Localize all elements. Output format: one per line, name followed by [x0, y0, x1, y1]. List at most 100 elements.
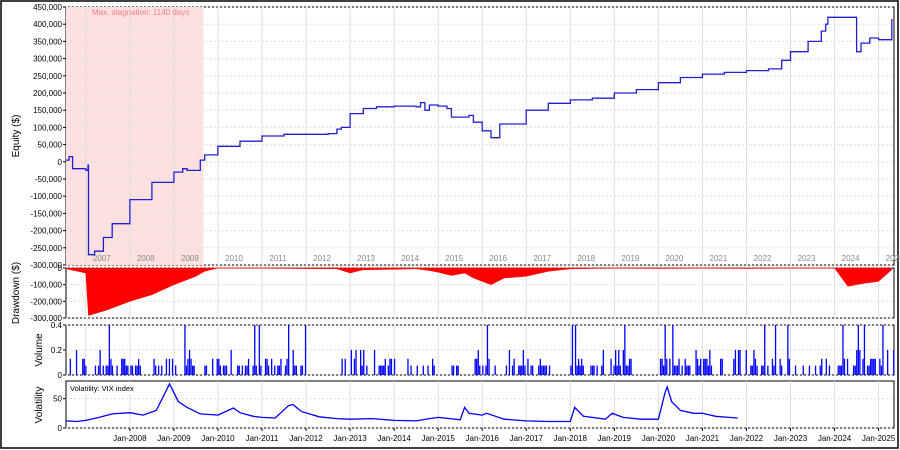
volume-bar — [874, 358, 876, 376]
volume-bar — [422, 365, 424, 375]
volume-bar — [524, 365, 526, 375]
year-label: 2015 — [445, 254, 463, 263]
volume-bar — [188, 350, 191, 375]
volume-bar — [756, 365, 758, 375]
year-label: 2020 — [665, 254, 683, 263]
volume-bar — [134, 365, 137, 375]
volume-bar — [739, 350, 741, 375]
volume-bar — [721, 358, 723, 376]
volume-bar — [254, 325, 256, 375]
volume-bar — [456, 365, 458, 375]
volume-bar — [457, 365, 459, 375]
year-label: 2013 — [357, 254, 375, 263]
volume-bar — [839, 365, 841, 375]
volume-bar — [828, 365, 831, 375]
volume-bar — [244, 365, 247, 375]
volume-bar — [175, 365, 177, 375]
volume-bar — [762, 365, 764, 375]
y-tick-label: -200,000 — [30, 297, 62, 306]
volume-bar — [295, 365, 297, 375]
volume-bar — [165, 358, 168, 376]
x-tick-label: Jan-2010 — [201, 434, 235, 443]
volume-bar — [373, 350, 376, 375]
volume-bar — [288, 325, 290, 375]
year-label: 2018 — [577, 254, 595, 263]
volume-bar — [659, 358, 662, 376]
volume-bar — [69, 358, 71, 376]
volume-bar — [591, 365, 594, 375]
x-tick-label: Jan-2017 — [510, 434, 544, 443]
volume-bar — [774, 325, 777, 375]
volume-bar — [843, 358, 846, 376]
volume-bar — [873, 358, 875, 376]
stagnation-annotation: Max. stagnation: 1140 days — [92, 8, 189, 17]
volume-bar — [237, 365, 239, 375]
volume-bar — [247, 358, 250, 376]
volume-bar — [887, 350, 889, 375]
x-tick-label: Jan-2016 — [466, 434, 500, 443]
volume-bar — [578, 358, 580, 376]
volume-bar — [476, 358, 478, 376]
x-tick-label: Jan-2019 — [598, 434, 632, 443]
y-tick-label: 0 — [58, 264, 63, 273]
volume-bar — [260, 365, 262, 375]
volume-bar — [389, 358, 391, 376]
y-tick-label: 0.4 — [51, 321, 63, 330]
x-tick-label: Jan-2012 — [289, 434, 323, 443]
volume-bar — [301, 365, 304, 375]
volume-bar — [794, 365, 797, 375]
y-tick-label: -250,000 — [30, 244, 62, 253]
volume-bar — [666, 358, 668, 376]
volume-bar — [184, 325, 186, 375]
volume-bar — [579, 365, 581, 375]
volume-bar — [258, 325, 260, 375]
year-label: 2023 — [798, 254, 816, 263]
volume-bar — [384, 358, 386, 376]
volume-bar — [216, 358, 218, 376]
volume-bar — [622, 350, 624, 375]
volume-bar — [814, 365, 817, 375]
drawdown-y-axis-title: Drawdown ($) — [11, 262, 22, 324]
volume-bar — [695, 350, 697, 375]
volume-bar — [880, 365, 883, 375]
volume-bar — [452, 365, 455, 375]
volume-bar — [393, 358, 396, 376]
volume-bar — [107, 365, 109, 375]
y-tick-label: -150,000 — [30, 209, 62, 218]
x-tick-label: Jan-2013 — [333, 434, 367, 443]
volume-bar — [238, 365, 240, 375]
volume-bar — [704, 358, 706, 376]
x-tick-label: Jan-2023 — [774, 434, 808, 443]
volume-bar — [505, 365, 508, 375]
volume-bar — [479, 365, 481, 375]
drawdown-series-area — [65, 267, 893, 316]
volume-bar — [840, 365, 842, 375]
volume-bar — [127, 365, 129, 375]
x-tick-label: Jan-2015 — [421, 434, 455, 443]
year-label: 2022 — [754, 254, 772, 263]
volume-bar — [532, 365, 534, 375]
volume-bar — [94, 365, 97, 375]
volatility-series-line — [65, 382, 738, 423]
volatility-y-axis-title: Volatility — [34, 387, 45, 424]
volume-bar — [771, 358, 774, 376]
volume-bar — [266, 358, 268, 376]
y-tick-label: -100,000 — [30, 281, 62, 290]
volume-bar — [628, 358, 631, 376]
volume-bar — [576, 365, 578, 375]
drawdown-panel: 0 -100,000 -200,000 -300,000 Drawdown ($) — [11, 262, 895, 324]
volume-bar — [187, 358, 189, 376]
volume-bar — [116, 365, 118, 375]
volume-bar — [696, 358, 699, 376]
volume-bar — [161, 365, 163, 375]
y-tick-label: -200,000 — [30, 227, 62, 236]
volume-bar — [486, 325, 489, 375]
volume-bar — [218, 358, 220, 376]
volume-bar — [205, 365, 208, 375]
volume-bars — [69, 325, 895, 376]
volume-bar — [292, 350, 294, 375]
volume-bar — [859, 350, 861, 375]
volume-bar — [787, 325, 789, 375]
volume-bar — [99, 350, 101, 375]
